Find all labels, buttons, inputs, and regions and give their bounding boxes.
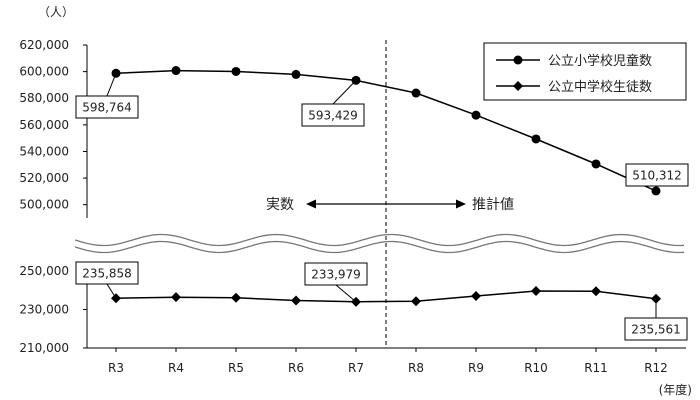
y-tick-label: 230,000 [19,303,69,317]
y-tick-label: 500,000 [19,198,69,212]
data-point-junior-high [411,296,421,307]
y-tick-label: 600,000 [19,65,69,79]
data-label-box [304,262,368,286]
x-tick-label: R10 [524,361,548,375]
axis-break-wave-top [74,233,685,247]
data-point-junior-high [531,286,541,297]
x-tick-label: R4 [168,361,184,375]
annotation-actual: 実数 [266,197,294,213]
y-tick-label: 540,000 [19,144,69,158]
data-point-junior-high [471,291,481,302]
actual-vs-estimate-annotation: 実数 推計値 [266,197,514,213]
series-line-elementary [115,69,657,192]
data-point-junior-high [231,292,241,303]
data-label-leader [106,73,117,97]
data-label-box [624,317,688,341]
data-point-junior-high [171,292,181,303]
data-label: 593,429 [308,109,358,123]
data-point-junior-high [291,295,301,306]
x-tick-label: R7 [348,361,364,375]
y-tick-label: 620,000 [19,38,69,52]
data-point-elementary [531,134,541,144]
x-tick-label: R9 [468,361,484,375]
data-label: 235,858 [82,267,132,281]
x-tick-label: R12 [644,361,668,375]
data-label-leader [655,185,658,192]
data-label-box [301,103,365,127]
data-point-elementary [411,88,421,98]
x-axis-unit-label: (年度) [659,382,692,397]
annotation-arrow-right-head [456,199,466,209]
series-line-junior-high [115,290,657,303]
y-tick-label: 560,000 [19,118,69,132]
y-tick-label: 580,000 [19,91,69,105]
data-label-leader [106,283,117,299]
legend-label-junior-high: 公立中学校生徒数 [548,79,652,95]
y-tick-label: 250,000 [19,264,69,278]
annotation-estimate: 推計値 [472,197,514,213]
data-point-elementary [171,66,181,76]
data-point-elementary [291,69,301,79]
x-tick-label: R11 [584,361,608,375]
data-label-box [75,95,139,119]
x-tick-label: R3 [108,361,124,375]
data-label: 510,312 [632,169,682,183]
x-tick-label: R6 [288,361,304,375]
legend-label-elementary: 公立小学校児童数 [548,53,652,69]
axis-break-wave-bottom [74,240,685,254]
x-tick-label: R8 [408,361,424,375]
legend-marker-junior-high [513,81,523,91]
annotation-arrow-left-head [306,199,316,209]
data-label-leader [332,80,357,105]
data-point-elementary [471,110,481,120]
legend: 公立小学校児童数 公立中学校生徒数 [483,42,687,101]
legend-marker-elementary [513,55,523,65]
data-point-junior-high [591,286,601,297]
data-label: 598,764 [82,101,132,115]
y-tick-label: 210,000 [19,341,69,355]
data-label: 233,979 [311,268,361,282]
data-point-elementary [591,159,601,169]
y-tick-label: 520,000 [19,171,69,185]
data-label-leader [335,284,357,303]
data-label-box [75,261,139,285]
data-label: 235,561 [631,323,681,337]
x-tick-label: R5 [228,361,244,375]
y-axis-unit-label: （人） [38,5,74,19]
data-label-box [625,163,689,187]
data-point-elementary [231,66,241,76]
